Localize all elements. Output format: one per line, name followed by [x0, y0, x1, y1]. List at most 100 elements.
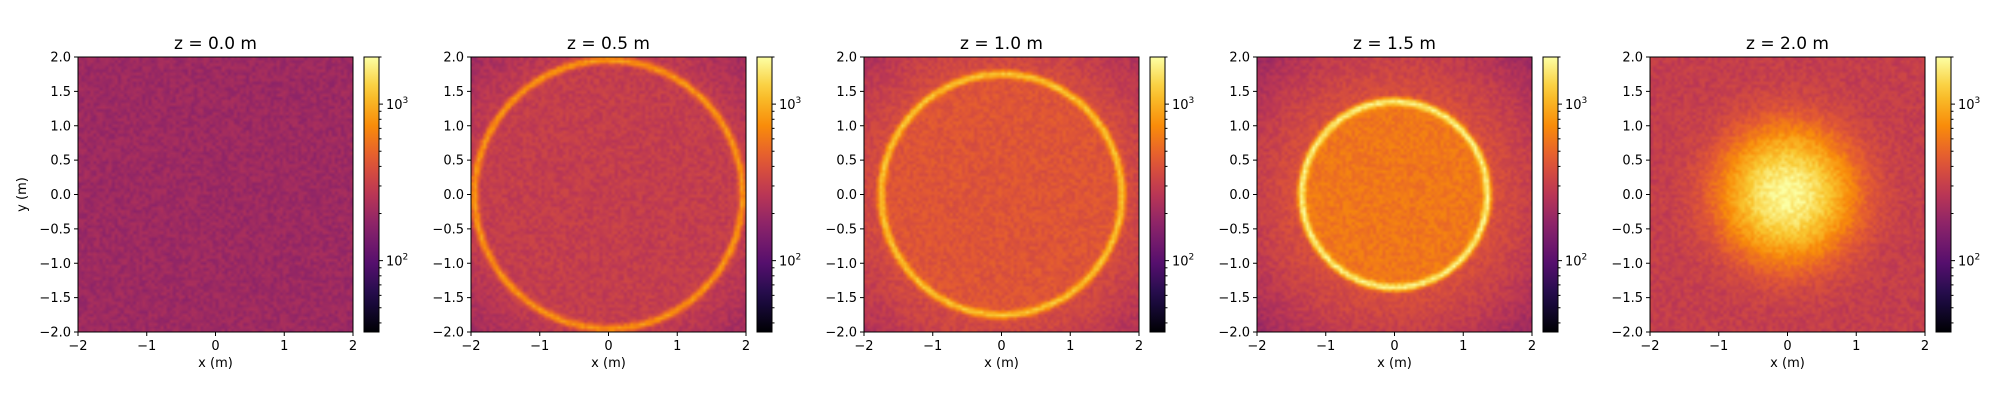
heatmap-image [1650, 57, 1925, 332]
x-tick-label: −2 [461, 339, 480, 354]
colorbar-tick-label: 102 [386, 253, 408, 270]
panel-title: z = 2.0 m [1746, 34, 1829, 54]
x-tick-label: −2 [68, 339, 87, 354]
y-tick-label: −2.0 [39, 326, 71, 341]
y-tick-label: 0.5 [836, 154, 857, 169]
x-tick-label: 1 [280, 339, 288, 354]
y-tick-label: 2.0 [50, 51, 71, 66]
y-tick-label: −0.5 [1611, 222, 1643, 237]
y-tick-label: −1.0 [1218, 257, 1250, 272]
x-tick-label: 0 [1390, 339, 1398, 354]
x-tick-label: 1 [1459, 339, 1467, 354]
colorbar: 102 103 [1542, 56, 1587, 333]
panel-title: z = 1.0 m [960, 34, 1043, 54]
x-tick-label: −1 [923, 339, 942, 354]
x-tick-label: −2 [1247, 339, 1266, 354]
y-tick-label: −1.5 [432, 291, 464, 306]
y-tick-label: 2.0 [1229, 51, 1250, 66]
y-tick-label: −1.5 [39, 291, 71, 306]
colorbar-tick-label: 103 [1565, 96, 1587, 113]
colorbar: 102 103 [1149, 56, 1194, 333]
x-axis-label: x (m) [1377, 356, 1412, 371]
colorbar-tick-label: 102 [1172, 253, 1194, 270]
x-tick-label: 1 [673, 339, 681, 354]
y-tick-label: 1.0 [443, 119, 464, 134]
colorbar-tick-label: 103 [1172, 96, 1194, 113]
x-tick-label: −1 [137, 339, 156, 354]
x-axis-label: x (m) [984, 356, 1019, 371]
panel-0: z = 0.0 m −2 −1 0 1 2 x (m) 2.0 1.5 1.0 0.5 0.0 −0.5… [15, 34, 408, 371]
colorbar-frame [756, 56, 773, 333]
y-tick-label: 1.0 [836, 119, 857, 134]
heatmap-image [78, 57, 353, 332]
panel-4: z = 2.0 m −2 −1 0 1 2 x (m) 2.0 1.5 1.0 0.5 0.0 −0.5… [1611, 34, 1980, 371]
colorbar-gradient [1543, 57, 1558, 332]
y-tick-label: −1.5 [1611, 291, 1643, 306]
y-tick-label: −2.0 [1611, 326, 1643, 341]
y-tick-label: −1.5 [825, 291, 857, 306]
colorbar-gradient [1150, 57, 1165, 332]
y-tick-label: 0.0 [836, 188, 857, 203]
x-tick-label: 0 [997, 339, 1005, 354]
colorbar-frame [1935, 56, 1952, 333]
colorbar-frame [1149, 56, 1166, 333]
x-axis-label: x (m) [198, 356, 233, 371]
y-tick-label: −0.5 [39, 222, 71, 237]
x-tick-label: 2 [1528, 339, 1536, 354]
y-tick-label: −2.0 [1218, 326, 1250, 341]
y-tick-label: 2.0 [443, 51, 464, 66]
x-tick-label: 1 [1066, 339, 1074, 354]
y-tick-label: 0.0 [1229, 188, 1250, 203]
x-tick-label: −1 [1709, 339, 1728, 354]
colorbar-tick-label: 103 [386, 96, 408, 113]
colorbar-gradient [1936, 57, 1951, 332]
y-tick-label: 2.0 [836, 51, 857, 66]
colorbar-tick-label: 103 [779, 96, 801, 113]
x-tick-label: −2 [1640, 339, 1659, 354]
colorbar-tick-label: 102 [1565, 253, 1587, 270]
y-tick-label: 0.5 [1229, 154, 1250, 169]
colorbar: 102 103 [756, 56, 801, 333]
colorbar-frame [363, 56, 380, 333]
colorbar-tick-label: 102 [779, 253, 801, 270]
y-tick-label: −1.0 [39, 257, 71, 272]
x-tick-label: 2 [349, 339, 357, 354]
colorbar-tick-label: 102 [1958, 253, 1980, 270]
y-tick-label: 1.5 [443, 85, 464, 100]
heatmap-image [864, 57, 1139, 332]
x-tick-label: 2 [742, 339, 750, 354]
y-tick-label: 1.5 [50, 85, 71, 100]
heatmap-image [471, 57, 746, 332]
y-tick-label: 1.0 [1622, 119, 1643, 134]
x-tick-label: 2 [1135, 339, 1143, 354]
y-tick-label: −2.0 [432, 326, 464, 341]
colorbar-gradient [364, 57, 379, 332]
y-tick-label: 1.5 [836, 85, 857, 100]
y-axis-label: y (m) [15, 177, 30, 212]
y-tick-label: 1.5 [1229, 85, 1250, 100]
x-tick-label: 0 [1783, 339, 1791, 354]
y-tick-label: 0.0 [50, 188, 71, 203]
y-tick-label: 0.5 [50, 154, 71, 169]
y-tick-label: −0.5 [825, 222, 857, 237]
y-tick-label: 2.0 [1622, 51, 1643, 66]
x-axis-label: x (m) [591, 356, 626, 371]
y-tick-label: −0.5 [432, 222, 464, 237]
x-tick-label: 1 [1852, 339, 1860, 354]
panel-title: z = 0.0 m [174, 34, 257, 54]
panel-2: z = 1.0 m −2 −1 0 1 2 x (m) 2.0 1.5 1.0 0.5 0.0 −0.5… [825, 34, 1194, 371]
y-tick-label: 1.0 [50, 119, 71, 134]
x-tick-label: −2 [854, 339, 873, 354]
panel-3: z = 1.5 m −2 −1 0 1 2 x (m) 2.0 1.5 1.0 0.5 0.0 −0.5… [1218, 34, 1587, 371]
y-tick-label: −1.0 [825, 257, 857, 272]
panel-title: z = 1.5 m [1353, 34, 1436, 54]
colorbar: 102 103 [1935, 56, 1980, 333]
colorbar-tick-label: 103 [1958, 96, 1980, 113]
y-tick-label: −1.0 [432, 257, 464, 272]
y-tick-label: 1.0 [1229, 119, 1250, 134]
colorbar-frame [1542, 56, 1559, 333]
x-tick-label: −1 [1316, 339, 1335, 354]
x-tick-label: 2 [1921, 339, 1929, 354]
panel-1: z = 0.5 m −2 −1 0 1 2 x (m) 2.0 1.5 1.0 0.5 0.0 −0.5… [432, 34, 801, 371]
